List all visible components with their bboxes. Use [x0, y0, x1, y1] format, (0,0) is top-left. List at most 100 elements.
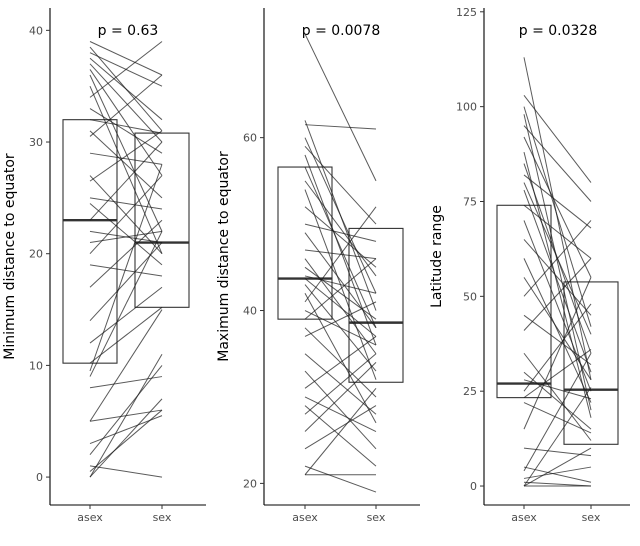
paired-line [523, 447, 592, 487]
paired-line [89, 465, 163, 478]
y-axis-title: Maximum distance to equator [216, 151, 232, 362]
panel-minimum-distance: 0 10 20 30 40 asex sex Minimum distance to equa… [2, 8, 206, 524]
paired-line [523, 379, 592, 400]
paired-line [523, 481, 592, 487]
paired-line [304, 362, 377, 432]
paired-line [304, 206, 377, 303]
paired-line [89, 409, 163, 472]
paired-line [523, 258, 592, 403]
paired-line [304, 180, 377, 277]
y-tick-label: 25 [463, 385, 477, 398]
paired-line [523, 352, 592, 472]
paired-line [304, 33, 377, 182]
paired-line [523, 352, 592, 441]
paired-line [304, 275, 377, 294]
paired-line [89, 57, 163, 121]
paired-line [304, 223, 377, 242]
box-sex [348, 227, 404, 383]
paired-line [89, 219, 163, 288]
paired-line [89, 141, 163, 221]
paired-line [89, 309, 163, 422]
paired-line [523, 174, 592, 229]
paired-line [523, 204, 592, 259]
y-tick-label: 20 [243, 477, 257, 490]
paired-line [89, 231, 163, 377]
paired-line [89, 108, 163, 154]
paired-line [89, 203, 163, 266]
paired-line [304, 405, 377, 450]
y-tick-label: 100 [456, 101, 477, 114]
y-tick-label: 10 [29, 359, 43, 372]
paired-line [89, 264, 163, 277]
y-tick-label: 0 [470, 480, 477, 493]
paired-line [304, 232, 377, 329]
y-tick-label: 40 [29, 24, 43, 37]
paired-line [523, 57, 592, 380]
paired-line [523, 447, 592, 457]
paired-line [304, 145, 377, 225]
paired-line [89, 130, 163, 182]
x-tick-label: sex [153, 511, 172, 524]
paired-line [523, 125, 592, 202]
y-axis-title: Latitude range [429, 205, 445, 308]
p-value-label: p = 0.0328 [519, 23, 598, 39]
paired-line [523, 136, 592, 278]
paired-line [523, 371, 592, 430]
paired-line [304, 353, 377, 415]
x-tick-label: asex [511, 511, 537, 524]
paired-line [523, 220, 592, 297]
paired-line [89, 41, 163, 76]
paired-line [523, 106, 592, 327]
paired-line [89, 286, 163, 344]
paired-line [523, 303, 592, 392]
p-value-label: p = 0.0078 [302, 23, 381, 39]
paired-line [523, 258, 592, 331]
box-sex [563, 281, 619, 445]
paired-line [304, 405, 377, 467]
y-axis-title: Minimum distance to equator [2, 153, 18, 360]
paired-line [304, 137, 377, 294]
paired-line [523, 94, 592, 183]
paired-line [89, 63, 163, 143]
paired-line [523, 314, 592, 366]
paired-line [523, 277, 592, 430]
y-tick-label: 60 [243, 132, 257, 145]
y-tick-label: 20 [29, 248, 43, 261]
paired-line [304, 387, 377, 476]
paired-line [89, 365, 163, 456]
x-tick-label: asex [77, 511, 103, 524]
panel-latitude-range: 0 25 50 75 100 125 asex sex Latitude range p = 0.… [429, 6, 630, 524]
paired-line [304, 336, 377, 389]
paired-line [89, 85, 163, 254]
paired-line [304, 154, 377, 346]
paired-line [523, 277, 592, 381]
paired-line [89, 74, 163, 137]
y-tick-label: 75 [463, 195, 477, 208]
y-tick-label: 125 [456, 6, 477, 19]
paired-line [89, 119, 163, 134]
p-value-label: p = 0.63 [98, 23, 159, 39]
paired-line [89, 69, 163, 176]
y-tick-label: 40 [243, 305, 257, 318]
box-asex [496, 204, 552, 399]
paired-line [89, 306, 163, 364]
paired-line [89, 74, 163, 232]
paired-line [304, 301, 377, 337]
paired-line [523, 402, 592, 434]
x-tick-label: sex [582, 511, 601, 524]
y-tick-label: 50 [463, 290, 477, 303]
paired-line [89, 376, 163, 389]
paired-line [89, 152, 163, 165]
paired-line [523, 466, 592, 479]
paired-line [304, 396, 377, 432]
paired-line [89, 164, 163, 372]
paired-line [304, 292, 377, 424]
paired-line [89, 353, 163, 478]
panel-maximum-distance: 20 40 60 asex sex Maximum distance to equator… [216, 8, 420, 524]
y-tick-label: 30 [29, 136, 43, 149]
paired-line [523, 114, 592, 411]
paired-line [523, 387, 592, 487]
paired-line [89, 197, 163, 210]
paired-line [89, 130, 163, 199]
